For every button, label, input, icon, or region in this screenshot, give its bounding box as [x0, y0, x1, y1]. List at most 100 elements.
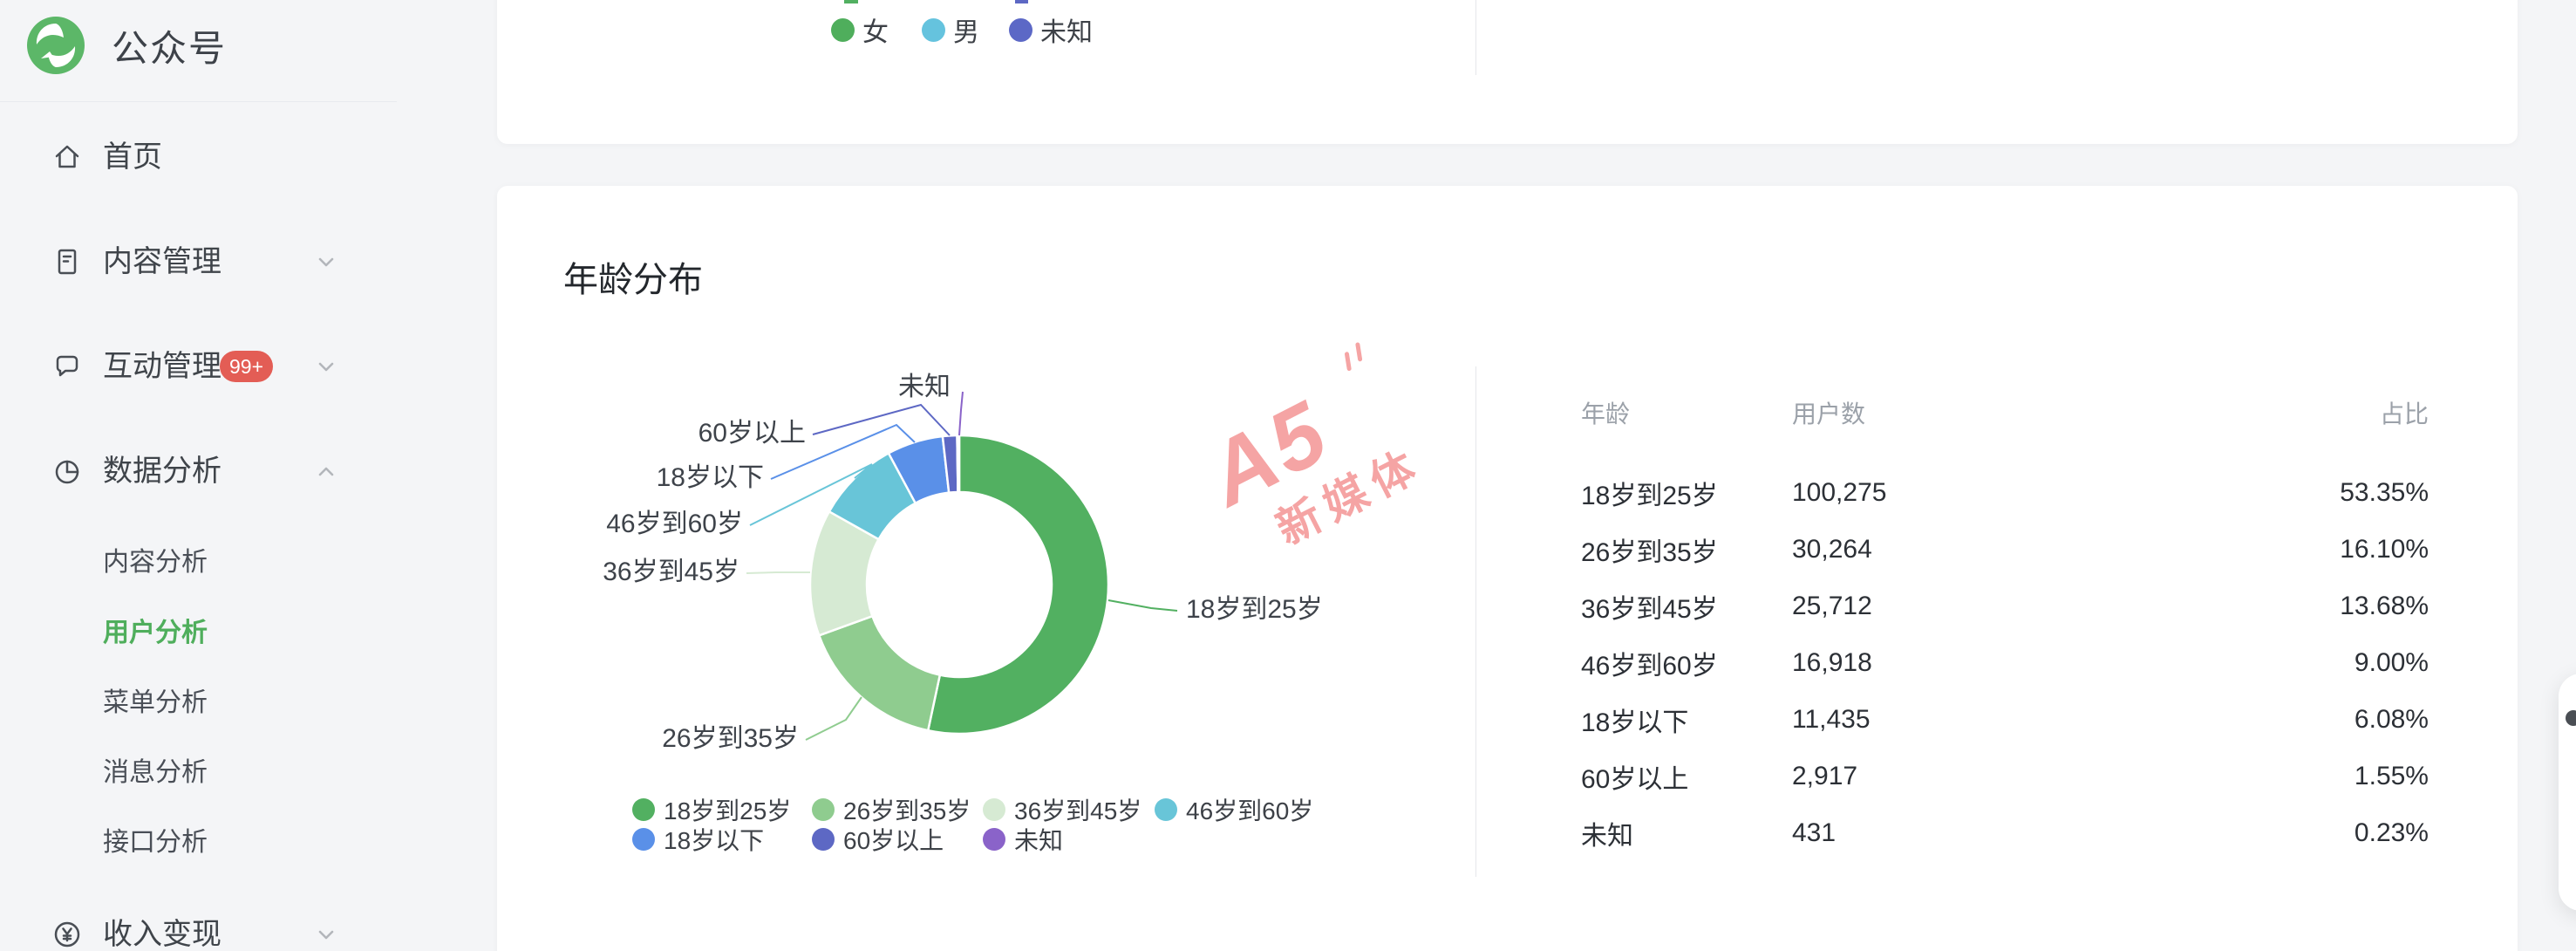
document-icon	[58, 249, 77, 275]
leader-line	[749, 463, 873, 526]
cell-percent: 16.10%	[2340, 535, 2429, 564]
donut-slice-0	[926, 434, 1110, 735]
sidebar-item-home[interactable]: 首页	[0, 131, 397, 183]
yuan-icon	[54, 921, 80, 948]
leader-line	[1107, 599, 1178, 612]
donut-slice-1	[818, 614, 942, 732]
official-account-logo-icon	[27, 17, 85, 74]
legend-label: 18岁到25岁	[664, 797, 792, 824]
chevron-up-icon	[318, 467, 334, 476]
gender-legend-item[interactable]: 未知	[1009, 10, 1093, 49]
table-row: 36岁到45岁 25,712 13.68%	[1581, 587, 2429, 626]
legend-dot-icon	[1155, 798, 1177, 821]
chevron-down-icon	[318, 362, 334, 372]
leader-line-stub	[1015, 0, 1028, 3]
age-legend-item[interactable]: 18岁以下	[632, 822, 764, 857]
sidebar-item-data-analysis[interactable]: 数据分析	[0, 445, 397, 497]
pie-icon	[55, 460, 79, 484]
age-donut-chart: 18岁到25岁 26岁到35岁 36岁到45岁 46岁到60岁 18岁以下 60岁以上 未知	[603, 373, 1323, 753]
age-card-divider	[1475, 366, 1476, 877]
legend-label: 未知	[1014, 827, 1064, 854]
legend-dot-icon	[632, 798, 655, 821]
legend-label: 18岁以下	[664, 827, 765, 854]
col-header-users: 用户数	[1792, 400, 1866, 428]
leader-line-stub	[844, 0, 858, 3]
legend-dot-icon	[1009, 17, 1032, 42]
slice-label: 36岁到45岁	[603, 558, 739, 586]
cell-percent: 9.00%	[2354, 648, 2429, 677]
chevron-down-icon	[318, 930, 334, 940]
age-legend-item[interactable]: 18岁到25岁	[632, 792, 791, 827]
cell-users: 16,918	[1792, 648, 1872, 677]
unread-badge: 99+	[220, 351, 274, 382]
sidebar-item-label: 内容管理	[103, 245, 221, 278]
cell-age: 60岁以上	[1581, 765, 1689, 794]
slice-label: 18岁到25岁	[1186, 595, 1323, 624]
table-row: 26岁到35岁 30,264 16.10%	[1581, 530, 2429, 569]
cell-percent: 1.55%	[2354, 762, 2429, 790]
brand[interactable]: 公众号	[26, 14, 227, 77]
legend-label: 未知	[1040, 18, 1093, 47]
cell-age: 46岁到60岁	[1581, 652, 1718, 681]
legend-label: 46岁到60岁	[1186, 797, 1314, 824]
cell-percent: 53.35%	[2340, 478, 2429, 507]
sidebar-subitem-content-analysis[interactable]: 内容分析	[103, 548, 208, 577]
age-legend-item[interactable]: 60岁以上	[812, 822, 944, 857]
legend-label: 女	[862, 18, 889, 47]
sidebar-item-interaction-manage[interactable]: 互动管理 99+	[0, 340, 397, 393]
leader-line	[812, 403, 951, 436]
sidebar-subitem-user-analysis[interactable]: 用户分析	[103, 619, 208, 647]
cell-percent: 0.23%	[2354, 818, 2429, 847]
table-header-row: 年龄 用户数 占比	[1581, 393, 2429, 432]
legend-label: 男	[953, 18, 979, 47]
gender-card-divider	[1475, 0, 1476, 75]
sidebar-subitem-api-analysis[interactable]: 接口分析	[103, 828, 208, 857]
legend-label: 60岁以上	[843, 827, 944, 854]
cell-users: 30,264	[1792, 535, 1872, 564]
cell-age: 26岁到35岁	[1581, 538, 1718, 567]
chevron-down-icon	[318, 257, 334, 267]
legend-dot-icon	[983, 828, 1005, 851]
slice-label: 26岁到35岁	[662, 724, 799, 753]
age-legend-item[interactable]: 未知	[983, 822, 1063, 857]
gender-legend-item[interactable]: 女	[831, 10, 889, 49]
cell-users: 2,917	[1792, 762, 1858, 790]
cell-age: 18岁到25岁	[1581, 482, 1718, 510]
home-icon	[55, 145, 79, 168]
age-legend-item[interactable]: 36岁到45岁	[983, 792, 1141, 827]
gender-legend-item[interactable]: 男	[922, 10, 979, 49]
sidebar-divider	[0, 101, 397, 102]
sidebar-item-revenue[interactable]: 收入变现	[0, 908, 397, 951]
legend-label: 36岁到45岁	[1014, 797, 1142, 824]
cell-percent: 13.68%	[2340, 592, 2429, 620]
cell-users: 100,275	[1792, 478, 1887, 507]
chat-icon	[56, 355, 78, 377]
age-legend-item[interactable]: 26岁到35岁	[812, 792, 971, 827]
sidebar-subitem-menu-analysis[interactable]: 菜单分析	[103, 688, 208, 717]
age-card-title: 年龄分布	[563, 261, 703, 299]
leader-line	[746, 571, 810, 574]
leader-line	[805, 696, 862, 741]
legend-label: 26岁到35岁	[843, 797, 971, 824]
floating-widget[interactable]	[2559, 674, 2576, 911]
sidebar-subitem-message-analysis[interactable]: 消息分析	[103, 758, 208, 787]
sidebar-item-label: 收入变现	[103, 918, 221, 951]
slice-label: 18岁以下	[657, 463, 764, 492]
sidebar: 公众号 首页内容管理互动管理 99+ 数据分析内容分析用户分析菜单分析消息分析接口分…	[0, 0, 397, 951]
cell-age: 未知	[1581, 822, 1633, 851]
age-legend-item[interactable]: 46岁到60岁	[1155, 792, 1313, 827]
slice-label: 60岁以上	[699, 419, 806, 448]
slice-label: 46岁到60岁	[606, 510, 743, 538]
leader-line	[770, 423, 916, 480]
col-header-percent: 占比	[2379, 400, 2429, 428]
legend-dot-icon	[831, 17, 855, 42]
legend-dot-icon	[983, 798, 1005, 821]
table-row: 18岁到25岁 100,275 53.35%	[1581, 474, 2429, 512]
legend-dot-icon	[812, 798, 835, 821]
brand-name: 公众号	[112, 27, 228, 69]
cell-percent: 6.08%	[2354, 705, 2429, 734]
donut-slice-6	[956, 434, 961, 494]
sidebar-item-label: 首页	[103, 140, 162, 174]
sidebar-item-content-manage[interactable]: 内容管理	[0, 236, 397, 288]
